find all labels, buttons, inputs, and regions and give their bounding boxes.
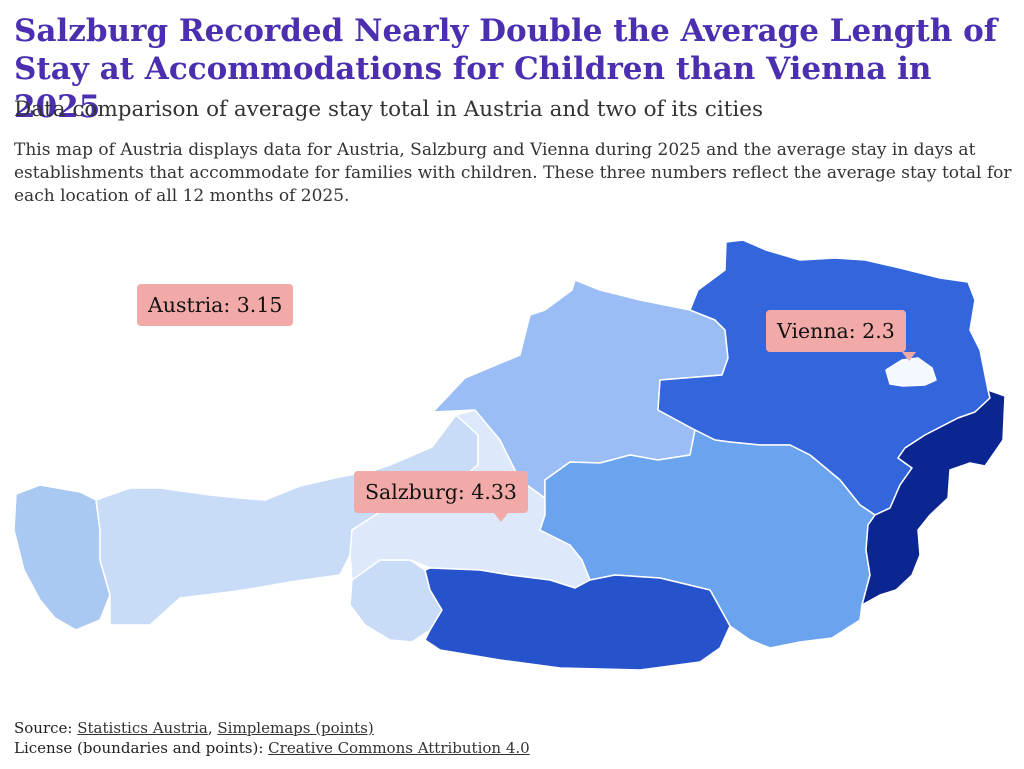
label-vienna-pointer <box>902 352 916 361</box>
label-vienna: Vienna: 2.3 <box>766 310 916 361</box>
license-prefix: License (boundaries and points): <box>14 739 269 757</box>
region-vorarlberg <box>13 484 111 631</box>
label-salzburg-text: Salzburg: 4.33 <box>365 480 517 504</box>
source-link-simplemaps[interactable]: Simplemaps (points) <box>217 719 374 737</box>
label-vienna-text: Vienna: 2.3 <box>777 319 895 343</box>
label-salzburg: Salzburg: 4.33 <box>354 471 528 522</box>
label-austria: Austria: 3.15 <box>137 284 294 326</box>
source-separator: , <box>207 719 218 737</box>
license-line: License (boundaries and points): Creativ… <box>14 738 530 758</box>
region-burgenland <box>861 389 1006 606</box>
license-link[interactable]: Creative Commons Attribution 4.0 <box>268 739 530 757</box>
label-salzburg-pointer <box>494 513 508 522</box>
label-austria-text: Austria: 3.15 <box>148 293 283 317</box>
region-carinthia <box>424 567 731 670</box>
source-line: Source: Statistics Austria, Simplemaps (… <box>14 718 530 738</box>
map-subtitle: Data comparison of average stay total in… <box>14 97 763 122</box>
footer: Source: Statistics Austria, Simplemaps (… <box>14 718 530 758</box>
map-description: This map of Austria displays data for Au… <box>14 140 1012 206</box>
source-prefix: Source: <box>14 719 78 737</box>
map-title: Salzburg Recorded Nearly Double the Aver… <box>14 13 998 125</box>
source-link-statistics-austria[interactable]: Statistics Austria <box>77 719 208 737</box>
